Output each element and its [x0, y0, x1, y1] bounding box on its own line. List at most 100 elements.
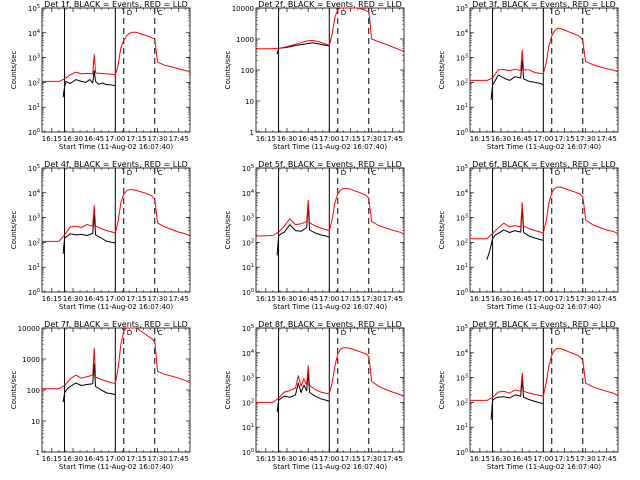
- x-tick-label: 17:45: [169, 135, 189, 143]
- x-axis-label: Start Time (11-Aug-02 16:07:40): [59, 303, 173, 311]
- y-tick-label: 100: [456, 128, 468, 137]
- x-tick-label: 16:45: [298, 135, 318, 143]
- x-tick-label: 17:45: [169, 455, 189, 463]
- lld-series-line: [255, 7, 405, 52]
- x-tick-label: 16:45: [84, 295, 104, 303]
- y-tick-label: 105: [456, 4, 468, 13]
- x-tick-label: 17:30: [147, 295, 167, 303]
- x-tick-label: 17:15: [126, 295, 146, 303]
- x-tick-label: 17:45: [383, 135, 403, 143]
- marker-letter: C: [372, 169, 377, 177]
- marker-letter: D: [555, 169, 560, 177]
- marker-letter: D: [127, 169, 132, 177]
- events-series-line: [62, 214, 116, 254]
- x-tick-label: 16:45: [84, 455, 104, 463]
- x-tick-label: 17:15: [340, 455, 360, 463]
- y-tick-label: 102: [242, 398, 254, 407]
- x-tick-label: 16:30: [277, 295, 297, 303]
- marker-letter: D: [341, 9, 346, 17]
- x-tick-label: 17:00: [319, 295, 339, 303]
- y-tick-label: 105: [28, 164, 40, 173]
- y-tick-label: 101: [456, 263, 468, 272]
- panel-title: Det 7f, BLACK = Events, RED = LLD: [44, 320, 188, 329]
- y-axis-label: Counts/sec: [438, 211, 446, 250]
- y-tick-label: 1000: [22, 356, 40, 364]
- x-tick-label: 16:45: [512, 295, 532, 303]
- y-tick-label: 105: [242, 164, 254, 173]
- lld-series-line: [42, 189, 191, 242]
- y-tick-label: 103: [456, 54, 468, 63]
- y-axis-label: Counts/sec: [224, 51, 232, 90]
- lld-series-line: [470, 27, 619, 81]
- y-tick-label: 105: [456, 164, 468, 173]
- y-tick-label: 103: [28, 214, 40, 223]
- y-tick-label: 100: [456, 288, 468, 297]
- x-tick-label: 17:45: [169, 295, 189, 303]
- y-axis-label: Counts/sec: [10, 211, 18, 250]
- x-tick-label: 16:30: [277, 135, 297, 143]
- y-axis-label: Counts/sec: [10, 51, 18, 90]
- marker-letter: D: [341, 329, 346, 337]
- x-tick-label: 17:00: [105, 135, 125, 143]
- y-tick-label: 100: [242, 448, 254, 457]
- x-tick-label: 17:30: [575, 295, 595, 303]
- marker-letter: D: [555, 9, 560, 17]
- plot-frame: [41, 7, 191, 133]
- x-tick-label: 16:15: [42, 135, 62, 143]
- x-tick-label: 16:45: [298, 295, 318, 303]
- y-tick-label: 103: [28, 54, 40, 63]
- x-tick-label: 17:00: [533, 455, 553, 463]
- y-tick-label: 101: [28, 263, 40, 272]
- y-tick-label: 103: [242, 374, 254, 383]
- x-tick-label: 16:15: [256, 295, 276, 303]
- y-tick-label: 101: [456, 103, 468, 112]
- marker-letter: D: [127, 329, 132, 337]
- x-tick-label: 17:30: [361, 455, 381, 463]
- y-tick-label: 10000: [232, 5, 254, 13]
- x-axis-label: Start Time (11-Aug-02 16:07:40): [487, 303, 601, 311]
- marker-letter: C: [372, 329, 377, 337]
- marker-letter: C: [586, 169, 591, 177]
- panel-title: Det 5f, BLACK = Events, RED = LLD: [258, 160, 402, 169]
- x-tick-label: 17:00: [319, 135, 339, 143]
- x-tick-label: 16:30: [63, 135, 83, 143]
- plot-frame: [469, 167, 619, 293]
- y-axis-label: Counts/sec: [224, 371, 232, 410]
- y-tick-label: 1: [250, 129, 254, 137]
- y-tick-label: 101: [242, 263, 254, 272]
- x-axis-label: Start Time (11-Aug-02 16:07:40): [273, 463, 387, 471]
- x-tick-label: 17:15: [554, 295, 574, 303]
- x-tick-label: 17:45: [597, 135, 617, 143]
- y-tick-label: 105: [242, 324, 254, 333]
- events-series-line: [490, 59, 544, 100]
- y-tick-label: 102: [456, 238, 468, 247]
- marker-letter: D: [127, 9, 132, 17]
- x-axis-label: Start Time (11-Aug-02 16:07:40): [487, 143, 601, 151]
- x-tick-label: 16:15: [42, 455, 62, 463]
- y-tick-label: 101: [456, 423, 468, 432]
- x-tick-label: 17:00: [105, 295, 125, 303]
- y-tick-label: 100: [241, 67, 254, 75]
- x-tick-label: 16:15: [256, 455, 276, 463]
- x-tick-label: 16:15: [470, 455, 490, 463]
- x-tick-label: 16:30: [63, 295, 83, 303]
- marker-letter: C: [586, 9, 591, 17]
- events-series-line: [62, 363, 116, 403]
- y-tick-label: 102: [28, 238, 40, 247]
- plot-frame: [41, 167, 191, 293]
- x-tick-label: 16:15: [256, 135, 276, 143]
- y-tick-label: 1000: [236, 36, 254, 44]
- x-tick-label: 17:15: [554, 135, 574, 143]
- events-series-line: [62, 70, 116, 98]
- lld-series-line: [42, 327, 191, 390]
- y-tick-label: 103: [456, 214, 468, 223]
- events-series-line: [486, 207, 544, 260]
